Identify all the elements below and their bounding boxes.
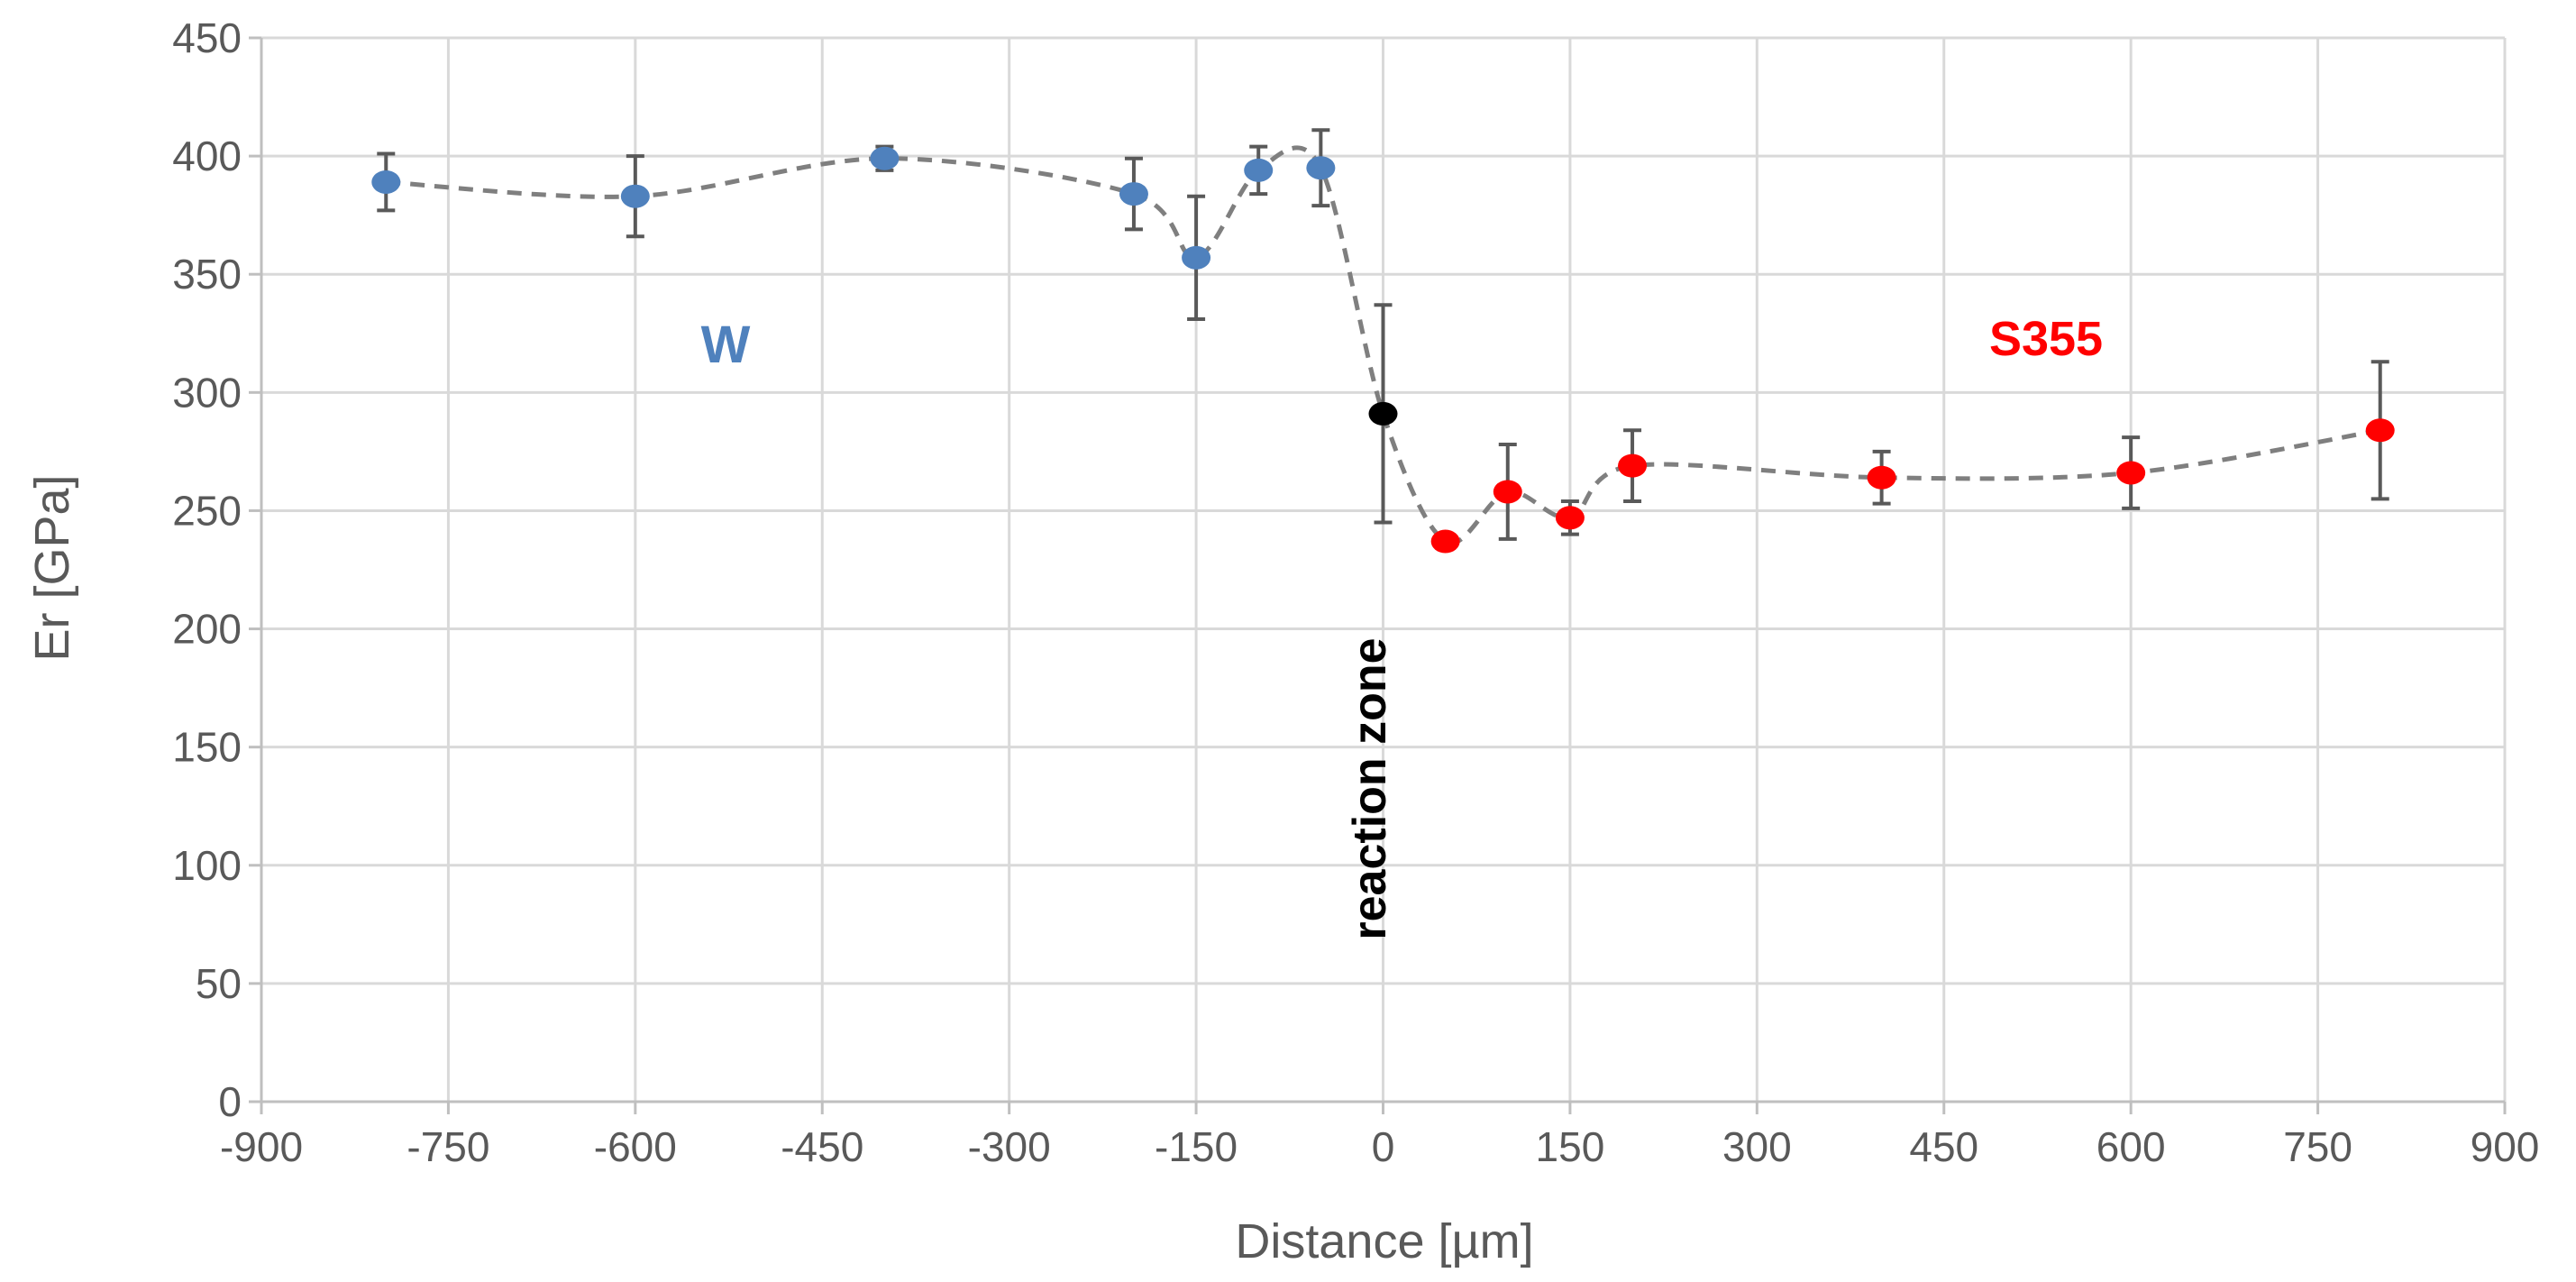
y-tick-label: 200 [172, 606, 242, 653]
y-tick-label: 350 [172, 251, 242, 298]
data-points [371, 146, 2395, 554]
data-point [1867, 465, 1896, 490]
gridlines [260, 36, 2507, 1102]
x-tick-label: -150 [1155, 1123, 1238, 1170]
data-point [1555, 506, 1585, 530]
data-point [1618, 453, 1648, 478]
data-point [870, 146, 900, 170]
data-point [1430, 529, 1460, 554]
data-point [1306, 156, 1336, 180]
y-tick-label: 450 [172, 14, 242, 61]
axes [249, 36, 2507, 1114]
x-tick-label: 750 [2283, 1123, 2352, 1170]
x-tick-label: -750 [406, 1123, 489, 1170]
x-tick-label: 0 [1372, 1123, 1395, 1170]
annotation-s355: S355 [1989, 312, 2103, 366]
data-point [1182, 245, 1211, 270]
y-tick-label: 250 [172, 487, 242, 534]
y-tick-label: 400 [172, 133, 242, 179]
data-point [2116, 461, 2146, 485]
x-axis-title: Distance [µm] [1235, 1214, 1533, 1268]
x-tick-label: 900 [2471, 1123, 2540, 1170]
x-tick-label: -600 [594, 1123, 677, 1170]
x-tick-label: -300 [968, 1123, 1051, 1170]
y-tick-label: 50 [196, 960, 242, 1007]
annotation-w: W [701, 316, 751, 374]
data-point [1368, 401, 1398, 426]
y-tick-label: 100 [172, 842, 242, 889]
tick-labels: -900 -750 -600 -450 -300 -150 0 150 300 450 600 750… [172, 14, 2539, 1170]
data-point [371, 169, 401, 194]
y-tick-label: 0 [218, 1078, 242, 1125]
x-tick-label: -450 [781, 1123, 863, 1170]
x-tick-label: 150 [1536, 1123, 1605, 1170]
annotation-reaction-zone: reaction zone [1344, 637, 1396, 939]
y-axis-title: Er [GPa] [25, 474, 79, 661]
data-point [620, 184, 650, 208]
data-point [1493, 480, 1522, 504]
x-tick-label: -900 [220, 1123, 303, 1170]
y-tick-label: 150 [172, 724, 242, 771]
x-tick-label: 450 [1909, 1123, 1978, 1170]
data-point [1119, 182, 1148, 206]
data-point [2365, 418, 2395, 443]
x-tick-label: 600 [2096, 1123, 2166, 1170]
data-point [1244, 158, 1274, 182]
x-tick-label: 300 [1722, 1123, 1792, 1170]
y-tick-label: 300 [172, 369, 242, 416]
